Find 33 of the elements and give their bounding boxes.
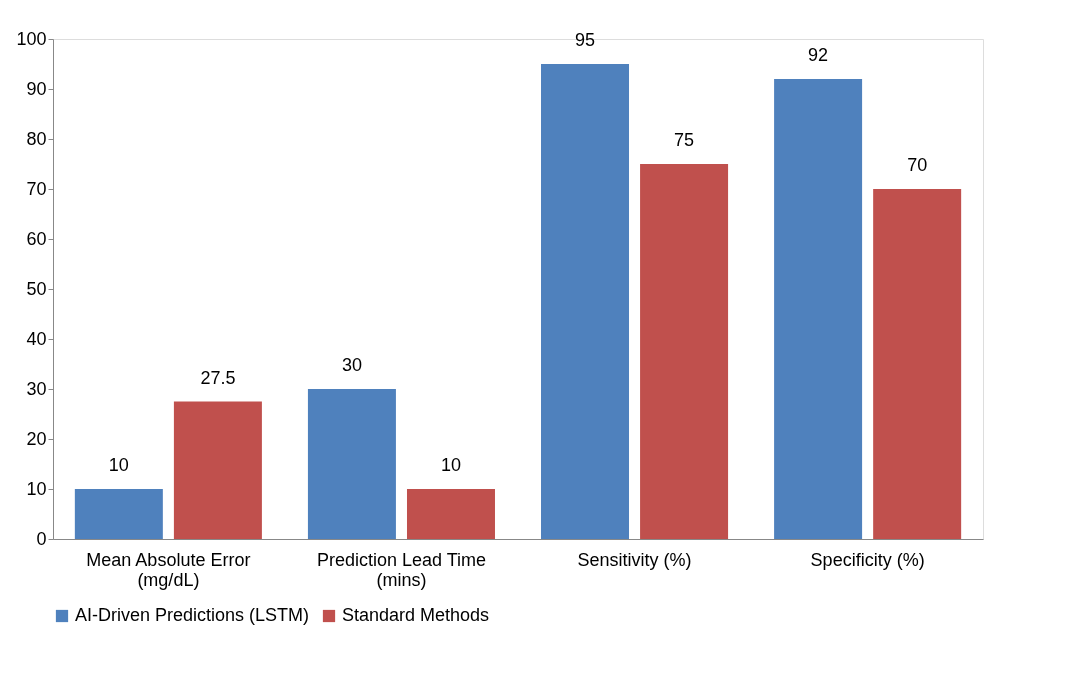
y-tick-label: 30	[26, 378, 47, 399]
x-tick-label: Mean Absolute Error (mg/dL)	[86, 549, 251, 590]
bar	[173, 401, 262, 539]
y-tick-label: 60	[26, 228, 47, 249]
x-tick-label: Sensitivity (%)	[577, 549, 692, 570]
data-label: 70	[907, 155, 928, 175]
y-tick-label: 100	[16, 28, 47, 49]
y-tick-label: 80	[26, 128, 47, 149]
y-tick-label: 10	[26, 478, 47, 499]
data-label: 10	[108, 455, 129, 475]
bar	[406, 489, 495, 539]
bar	[774, 79, 863, 539]
bar	[307, 389, 396, 539]
bar	[873, 189, 962, 539]
x-tick-label: Prediction Lead Time (mins)	[316, 549, 487, 590]
data-label: 30	[341, 355, 362, 375]
data-label: 75	[674, 130, 695, 150]
data-label: 27.5	[200, 367, 236, 388]
bar	[541, 64, 630, 539]
y-tick-label: 70	[26, 178, 47, 199]
y-tick-label: 0	[36, 528, 47, 549]
x-tick-label: Specificity (%)	[810, 549, 925, 570]
y-tick-label: 90	[26, 78, 47, 99]
legend-label: Standard Methods	[342, 605, 490, 625]
y-tick-label: 50	[26, 278, 47, 299]
data-label: 10	[440, 455, 461, 475]
legend-label: AI-Driven Predictions (LSTM)	[75, 605, 310, 625]
bar	[640, 164, 729, 539]
y-tick-label: 40	[26, 328, 47, 349]
bar	[74, 489, 163, 539]
y-tick-label: 20	[26, 428, 47, 449]
data-label: 95	[575, 30, 596, 50]
data-label: 92	[808, 45, 829, 65]
